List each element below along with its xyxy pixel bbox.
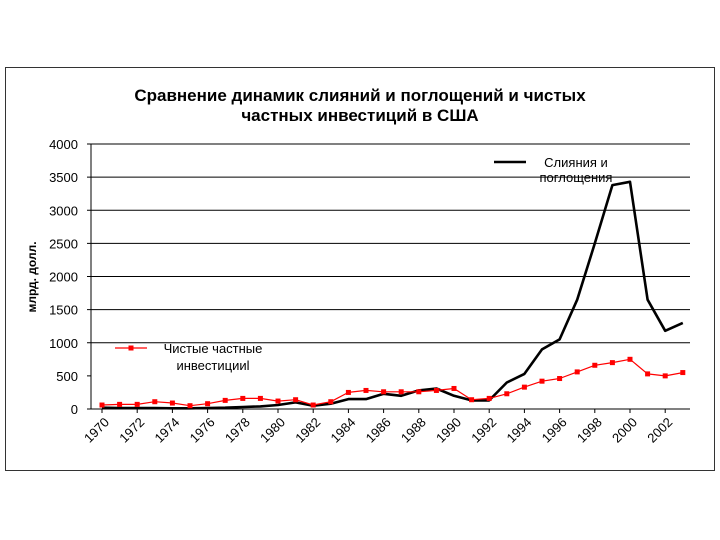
series-1 bbox=[99, 356, 686, 409]
x-tick-label: 1980 bbox=[257, 415, 288, 446]
data-point bbox=[680, 370, 686, 376]
data-point bbox=[310, 402, 316, 408]
legend-entry-investments: Чистые частные инвестицииl bbox=[115, 341, 262, 373]
data-point bbox=[205, 401, 211, 407]
data-point bbox=[469, 397, 475, 403]
y-axis-label-text: млрд. долл. bbox=[25, 241, 39, 312]
series-layer bbox=[99, 180, 686, 410]
chart-title-line: частных инвестиций в США bbox=[241, 106, 478, 125]
y-tick-label: 2500 bbox=[49, 236, 78, 251]
data-point bbox=[187, 403, 193, 409]
x-tick-label: 2000 bbox=[609, 415, 640, 446]
series-0 bbox=[101, 180, 684, 410]
data-point bbox=[381, 389, 387, 395]
legend-marker bbox=[128, 345, 134, 351]
data-point bbox=[539, 378, 545, 384]
x-tick-labels: 1970 1972 1974 1976 1978 1980 1982 1984 1986 1988… bbox=[81, 415, 675, 446]
x-tick-label: 1974 bbox=[151, 415, 182, 446]
data-point bbox=[257, 395, 263, 401]
y-tick-label: 4000 bbox=[49, 137, 78, 152]
y-tick-label: 0 bbox=[71, 402, 78, 417]
x-tick-label: 1970 bbox=[81, 415, 112, 446]
data-point bbox=[416, 389, 422, 395]
legend-label: Слияния и bbox=[544, 155, 608, 170]
x-tick-label: 2002 bbox=[644, 415, 675, 446]
y-axis-label: млрд. долл. bbox=[25, 241, 39, 312]
x-tick-label: 1978 bbox=[222, 415, 253, 446]
x-tick-label: 1984 bbox=[327, 415, 358, 446]
data-point bbox=[574, 369, 580, 375]
chart-title-line: Сравнение динамик слияний и поглощений и… bbox=[134, 86, 586, 105]
y-tick-label: 3500 bbox=[49, 170, 78, 185]
x-tick-label: 1998 bbox=[574, 415, 605, 446]
y-tick-label: 1500 bbox=[49, 303, 78, 318]
y-tick-label: 1000 bbox=[49, 336, 78, 351]
data-point bbox=[117, 401, 123, 407]
y-tick-labels: 0 500 1000 1500 2000 2500 3000 3500 4000 bbox=[49, 137, 78, 417]
data-point bbox=[662, 373, 668, 379]
data-point bbox=[99, 402, 105, 408]
data-point bbox=[645, 371, 651, 377]
data-point bbox=[592, 362, 598, 368]
data-point bbox=[521, 384, 527, 390]
x-tick-label: 1986 bbox=[363, 415, 394, 446]
legend-label: поглощения bbox=[540, 170, 613, 185]
data-point bbox=[398, 389, 404, 395]
data-point bbox=[363, 387, 369, 393]
chart-frame bbox=[5, 67, 715, 471]
y-tick-label: 2000 bbox=[49, 270, 78, 285]
y-tick-label: 500 bbox=[56, 369, 78, 384]
data-point bbox=[134, 401, 140, 407]
x-tick-label: 1994 bbox=[503, 415, 534, 446]
legend-label: Чистые частные bbox=[164, 341, 263, 356]
data-point bbox=[345, 389, 351, 395]
data-point bbox=[433, 387, 439, 393]
x-tick-label: 1996 bbox=[539, 415, 570, 446]
data-point bbox=[627, 356, 633, 362]
series-line bbox=[101, 358, 683, 407]
data-point bbox=[293, 397, 299, 403]
data-point bbox=[275, 398, 281, 404]
x-tick-label: 1972 bbox=[116, 415, 147, 446]
data-point bbox=[328, 399, 334, 405]
x-tick-label: 1982 bbox=[292, 415, 323, 446]
series-line bbox=[101, 180, 684, 410]
data-point bbox=[486, 395, 492, 401]
x-tick-label: 1988 bbox=[398, 415, 429, 446]
data-point bbox=[557, 376, 563, 382]
legend-label: инвестицииl bbox=[176, 358, 249, 373]
x-tick-label: 1990 bbox=[433, 415, 464, 446]
data-point bbox=[240, 395, 246, 401]
data-point bbox=[609, 360, 615, 366]
data-point bbox=[152, 399, 158, 405]
x-tick-label: 1992 bbox=[468, 415, 499, 446]
x-tick-label: 1976 bbox=[187, 415, 218, 446]
data-point bbox=[451, 385, 457, 391]
data-point bbox=[504, 391, 510, 397]
y-tick-label: 3000 bbox=[49, 203, 78, 218]
data-point bbox=[222, 397, 228, 403]
data-point bbox=[169, 400, 175, 406]
chart-title: Сравнение динамик слияний и поглощений и… bbox=[134, 86, 586, 125]
